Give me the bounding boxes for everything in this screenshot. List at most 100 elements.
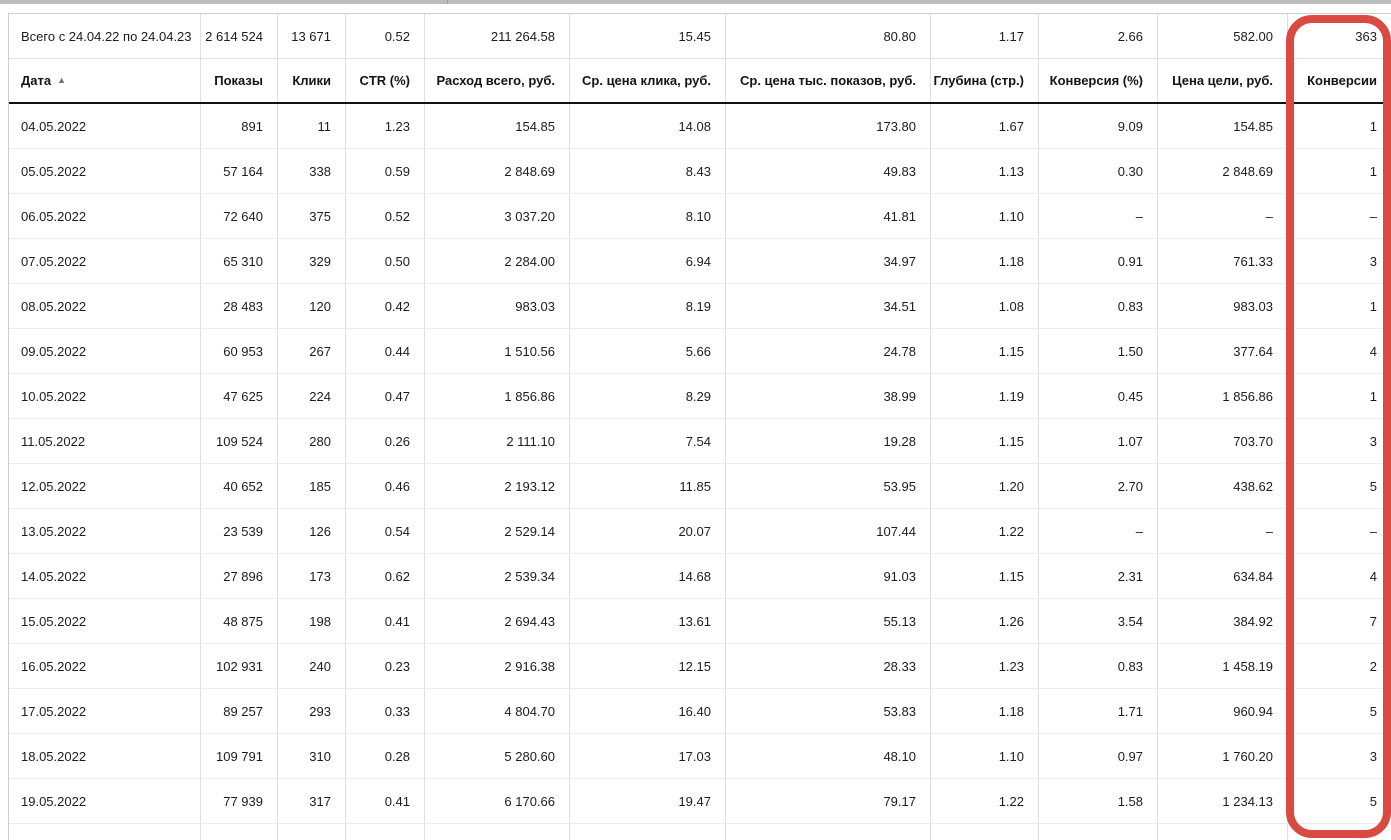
value-cell: 14.08 — [569, 104, 725, 148]
value-cell: 0.54 — [345, 509, 424, 553]
totals-value-cell: 1.17 — [930, 14, 1038, 58]
column-header-label: Конверсии — [1307, 73, 1377, 88]
date-cell: 17.05.2022 — [21, 703, 87, 719]
value-cell: 267 — [277, 329, 345, 373]
value-cell: 4 — [1287, 554, 1391, 598]
value-cell: 40 652 — [200, 464, 277, 508]
value-cell: 55.13 — [725, 599, 930, 643]
value-cell: 2 284.00 — [424, 239, 569, 283]
empty-cell — [569, 824, 725, 840]
empty-cell — [277, 824, 345, 840]
window-chrome-strip — [0, 0, 1391, 4]
value-cell: 317 — [277, 779, 345, 823]
column-header-1[interactable]: Показы — [200, 59, 277, 102]
value-cell: 1.15 — [930, 554, 1038, 598]
table-row: 09.05.2022 60 953 267 0.44 1 510.56 5.66 24.78… — [9, 329, 1391, 374]
empty-cell — [1157, 824, 1287, 840]
value-cell: 53.83 — [725, 689, 930, 733]
column-header-2[interactable]: Клики — [277, 59, 345, 102]
column-header-7[interactable]: Глубина (стр.) — [930, 59, 1038, 102]
value-cell: 3 037.20 — [424, 194, 569, 238]
value-cell: 7 — [1287, 599, 1391, 643]
column-header-6[interactable]: Ср. цена тыс. показов, руб. — [725, 59, 930, 102]
column-header-10[interactable]: Конверсии — [1287, 59, 1391, 102]
value-cell: 49.83 — [725, 149, 930, 193]
value-cell: 185 — [277, 464, 345, 508]
value-cell: 0.62 — [345, 554, 424, 598]
value-cell: 0.33 — [345, 689, 424, 733]
value-cell: 0.41 — [345, 779, 424, 823]
value-cell: 5 — [1287, 689, 1391, 733]
empty-cell — [200, 824, 277, 840]
value-cell: 1 — [1287, 374, 1391, 418]
totals-row: Всего с 24.04.22 по 24.04.23 2 614 524 13 … — [9, 14, 1391, 59]
value-cell: 438.62 — [1157, 464, 1287, 508]
value-cell: 1.10 — [930, 194, 1038, 238]
value-cell: 3 — [1287, 734, 1391, 778]
empty-cell — [1038, 824, 1157, 840]
column-header-label: Расход всего, руб. — [436, 73, 555, 88]
value-cell: 53.95 — [725, 464, 930, 508]
value-cell: 5 — [1287, 464, 1391, 508]
value-cell: 1 — [1287, 104, 1391, 148]
value-cell: 6.94 — [569, 239, 725, 283]
value-cell: 1 — [1287, 284, 1391, 328]
date-cell: 12.05.2022 — [21, 478, 87, 494]
table-row: 06.05.2022 72 640 375 0.52 3 037.20 8.10 41.81… — [9, 194, 1391, 239]
column-header-5[interactable]: Ср. цена клика, руб. — [569, 59, 725, 102]
totals-value-cell: 2.66 — [1038, 14, 1157, 58]
value-cell: 57 164 — [200, 149, 277, 193]
value-cell: 65 310 — [200, 239, 277, 283]
value-cell: 1.20 — [930, 464, 1038, 508]
value-cell: 3 — [1287, 239, 1391, 283]
value-cell: 48 875 — [200, 599, 277, 643]
value-cell: 0.52 — [345, 194, 424, 238]
table-row: 14.05.2022 27 896 173 0.62 2 539.34 14.68 91.0… — [9, 554, 1391, 599]
value-cell: 703.70 — [1157, 419, 1287, 463]
value-cell: 0.45 — [1038, 374, 1157, 418]
table-row: 07.05.2022 65 310 329 0.50 2 284.00 6.94 34.97… — [9, 239, 1391, 284]
value-cell: 34.97 — [725, 239, 930, 283]
value-cell: 2.31 — [1038, 554, 1157, 598]
value-cell: 377.64 — [1157, 329, 1287, 373]
value-cell: 1.15 — [930, 329, 1038, 373]
value-cell: 0.91 — [1038, 239, 1157, 283]
value-cell: 0.47 — [345, 374, 424, 418]
column-header-0[interactable]: Дата ▲ — [9, 59, 200, 102]
value-cell: 14.68 — [569, 554, 725, 598]
value-cell: 2 193.12 — [424, 464, 569, 508]
date-cell: 18.05.2022 — [21, 748, 87, 764]
date-cell: 11.05.2022 — [21, 433, 86, 449]
empty-cell — [345, 824, 424, 840]
value-cell: 6 170.66 — [424, 779, 569, 823]
value-cell: 634.84 — [1157, 554, 1287, 598]
value-cell: 2 694.43 — [424, 599, 569, 643]
value-cell: 1.50 — [1038, 329, 1157, 373]
value-cell: 1.22 — [930, 779, 1038, 823]
column-header-4[interactable]: Расход всего, руб. — [424, 59, 569, 102]
value-cell: 109 791 — [200, 734, 277, 778]
value-cell: 34.51 — [725, 284, 930, 328]
value-cell: 8.10 — [569, 194, 725, 238]
value-cell: 0.44 — [345, 329, 424, 373]
partial-next-row — [9, 824, 1391, 840]
totals-value-cell: 363 — [1287, 14, 1391, 58]
value-cell: 1 760.20 — [1157, 734, 1287, 778]
value-cell: 1.71 — [1038, 689, 1157, 733]
value-cell: 9.09 — [1038, 104, 1157, 148]
header-row: Дата ▲ Показы Клики CTR (%) Расход всего, руб… — [9, 59, 1391, 104]
value-cell: 154.85 — [1157, 104, 1287, 148]
value-cell: 338 — [277, 149, 345, 193]
column-header-label: Цена цели, руб. — [1172, 73, 1273, 88]
totals-value-cell: 211 264.58 — [424, 14, 569, 58]
column-header-9[interactable]: Цена цели, руб. — [1157, 59, 1287, 102]
value-cell: 41.81 — [725, 194, 930, 238]
totals-value-cell: 15.45 — [569, 14, 725, 58]
value-cell: 23 539 — [200, 509, 277, 553]
column-header-8[interactable]: Конверсия (%) — [1038, 59, 1157, 102]
column-header-3[interactable]: CTR (%) — [345, 59, 424, 102]
value-cell: 126 — [277, 509, 345, 553]
value-cell: 16.40 — [569, 689, 725, 733]
value-cell: 0.26 — [345, 419, 424, 463]
